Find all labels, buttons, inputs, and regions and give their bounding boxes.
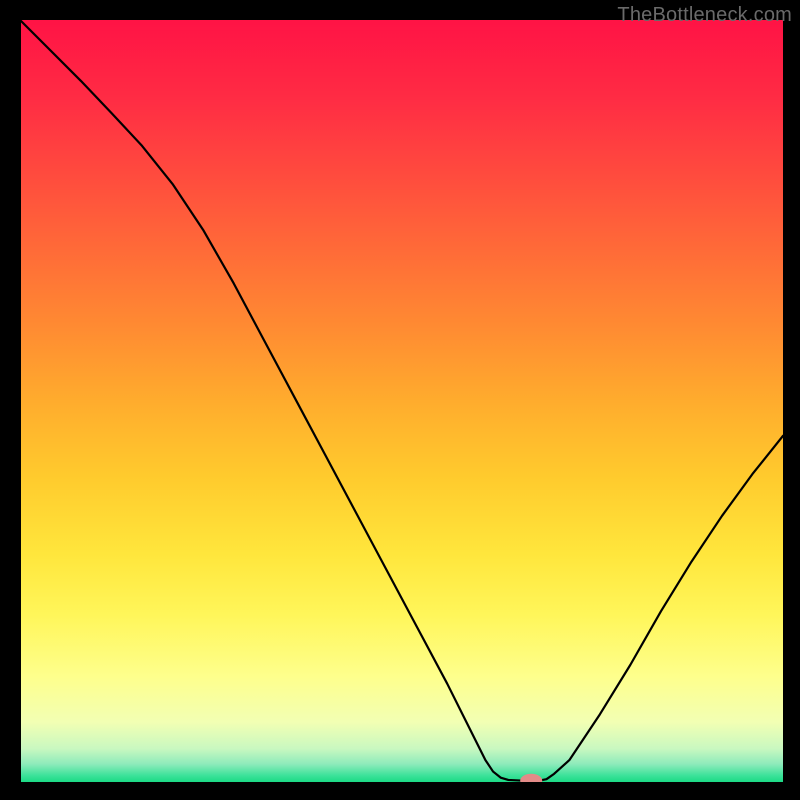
bottleneck-chart: TheBottleneck.com: [0, 0, 800, 800]
chart-svg: [0, 0, 800, 800]
watermark-label: TheBottleneck.com: [617, 4, 792, 27]
plot-background: [20, 20, 783, 783]
